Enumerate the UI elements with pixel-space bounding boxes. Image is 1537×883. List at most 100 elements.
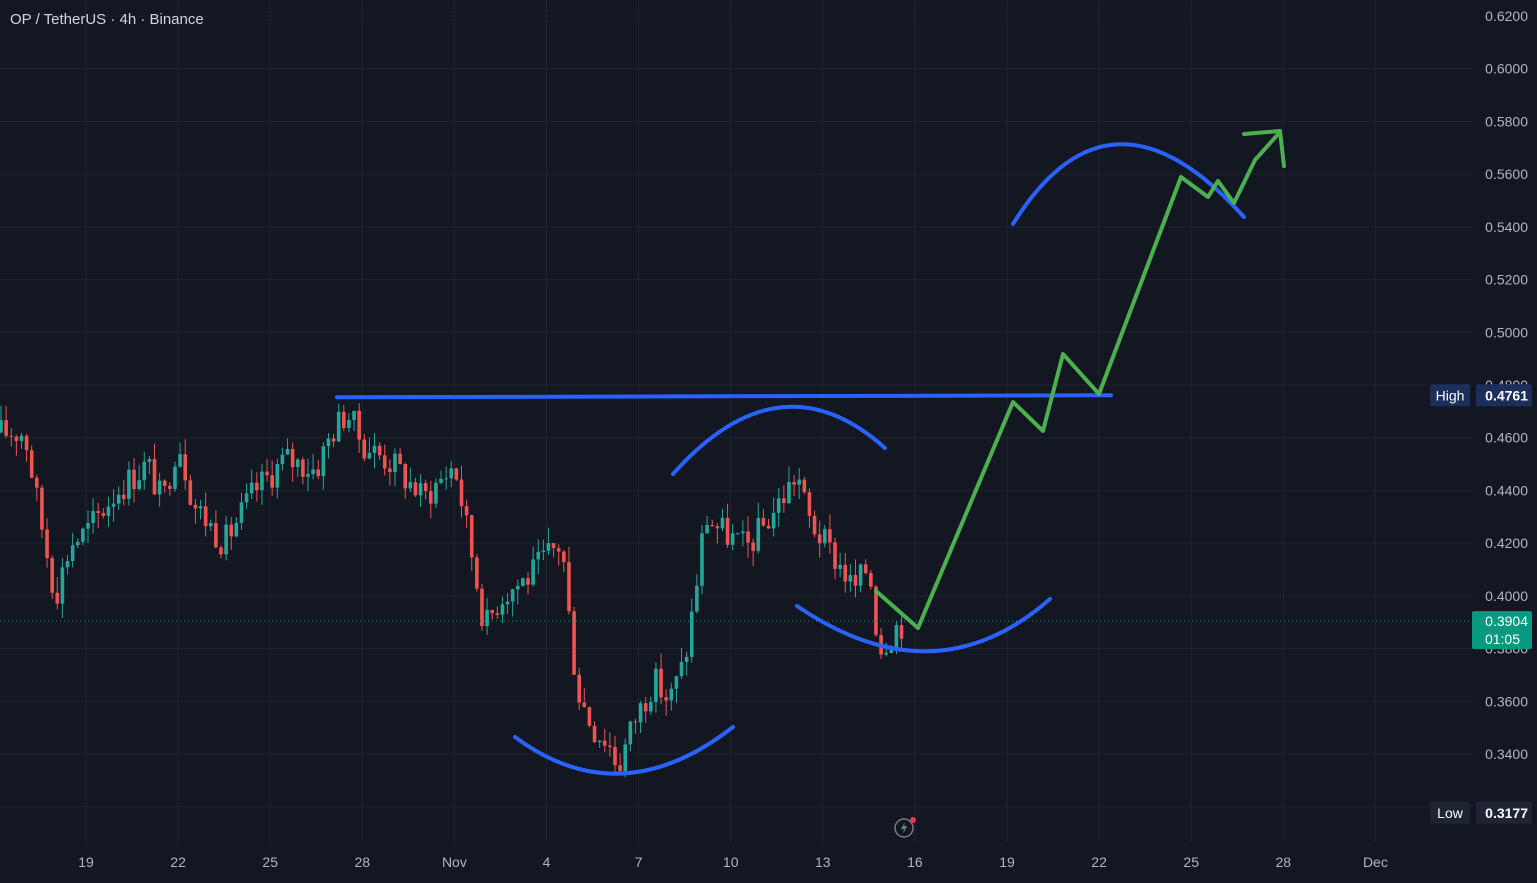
high-label-box [1430,384,1470,407]
candle [469,514,474,571]
candle-body [45,529,49,559]
candle-body [582,702,587,708]
candle-body [741,531,745,534]
alert-lightning-icon[interactable] [893,815,917,839]
candle [515,579,520,605]
time-tick-label: 28 [1276,854,1292,870]
candle [316,459,321,480]
candle [29,445,34,479]
candle [382,444,387,476]
candle [475,554,479,592]
candle-body [526,578,530,585]
time-tick-label: 19 [78,854,94,870]
candle [275,458,280,499]
candle-body [828,529,832,543]
candle-body [776,498,781,513]
time-tick-label: Nov [442,854,467,870]
head-arc [671,404,887,476]
candle [162,479,167,493]
candle [249,469,254,500]
candle-body [393,453,397,473]
candle-body [863,564,868,574]
candle [290,442,295,482]
candle-body [106,506,111,516]
candle [858,563,863,593]
candle-body [280,454,285,465]
candle [157,472,162,507]
candle-body [449,468,454,479]
candle [19,432,24,449]
candle-body [255,482,259,491]
price-tick-label: 0.3400 [1485,746,1528,762]
candle [403,462,408,500]
candle-body [490,609,494,614]
candle [771,497,776,537]
candle [480,583,484,631]
projection-arrow [874,129,1286,630]
candle-body [60,567,65,604]
time-axis: 19 22 25 28 Nov 4 7 10 13 16 19 22 25 28 Dec [78,854,1388,870]
candle-body [362,439,367,459]
candle [828,514,832,554]
candle [418,474,423,508]
candle-body [695,585,699,612]
candle-body [24,435,29,451]
candle-body [572,611,576,675]
candle [669,682,674,711]
grid-lines [0,0,1472,842]
current-price-box [1472,611,1532,650]
price-tick-label: 0.3600 [1485,693,1528,709]
candle [75,538,80,549]
time-tick-label: 10 [723,854,739,870]
candle-body [602,740,607,746]
candle-body [592,725,597,743]
candle [260,463,264,505]
candle-body [469,515,474,558]
price-tick-label: 0.4600 [1485,430,1528,446]
candle-body [822,529,827,544]
candle-body [357,410,361,440]
candle-body [316,469,321,477]
candle-body [75,541,80,546]
candle-body [377,445,382,456]
candle [331,433,336,448]
price-tick-label: 0.4000 [1485,588,1528,604]
low-value-box [1476,801,1532,824]
candle-body [203,506,208,527]
candle-body [40,487,44,530]
candle [674,675,679,704]
candle [510,588,515,617]
candle-body [9,435,14,437]
candle [132,457,136,503]
price-tick-label: 0.4400 [1485,482,1528,498]
candle [265,459,269,482]
candle-body [142,461,147,481]
candle-body [899,625,904,639]
candle [142,451,147,490]
candle [224,515,228,561]
candle [203,492,208,537]
candle-body [55,592,60,604]
price-tick-label: 0.5000 [1485,324,1528,340]
candle [116,486,121,510]
symbol-title[interactable]: OP / TetherUS · 4h · Binance [10,11,204,28]
candle [736,532,740,535]
candle-body [434,482,438,504]
candle [434,478,438,509]
candle [812,510,817,538]
candle-body [802,479,807,493]
candle-body [81,528,85,542]
time-tick-label: 16 [907,854,923,870]
candle [766,518,771,530]
candle [362,433,367,462]
price-tick-label: 0.6200 [1485,8,1528,24]
candle [91,498,95,535]
price-badges: High 0.4761 Low 0.3177 0.3904 01:05 [1430,384,1532,824]
candle [689,598,694,663]
candle [776,488,781,528]
left-shoulder-arc [513,725,735,776]
candle-body [382,455,387,469]
